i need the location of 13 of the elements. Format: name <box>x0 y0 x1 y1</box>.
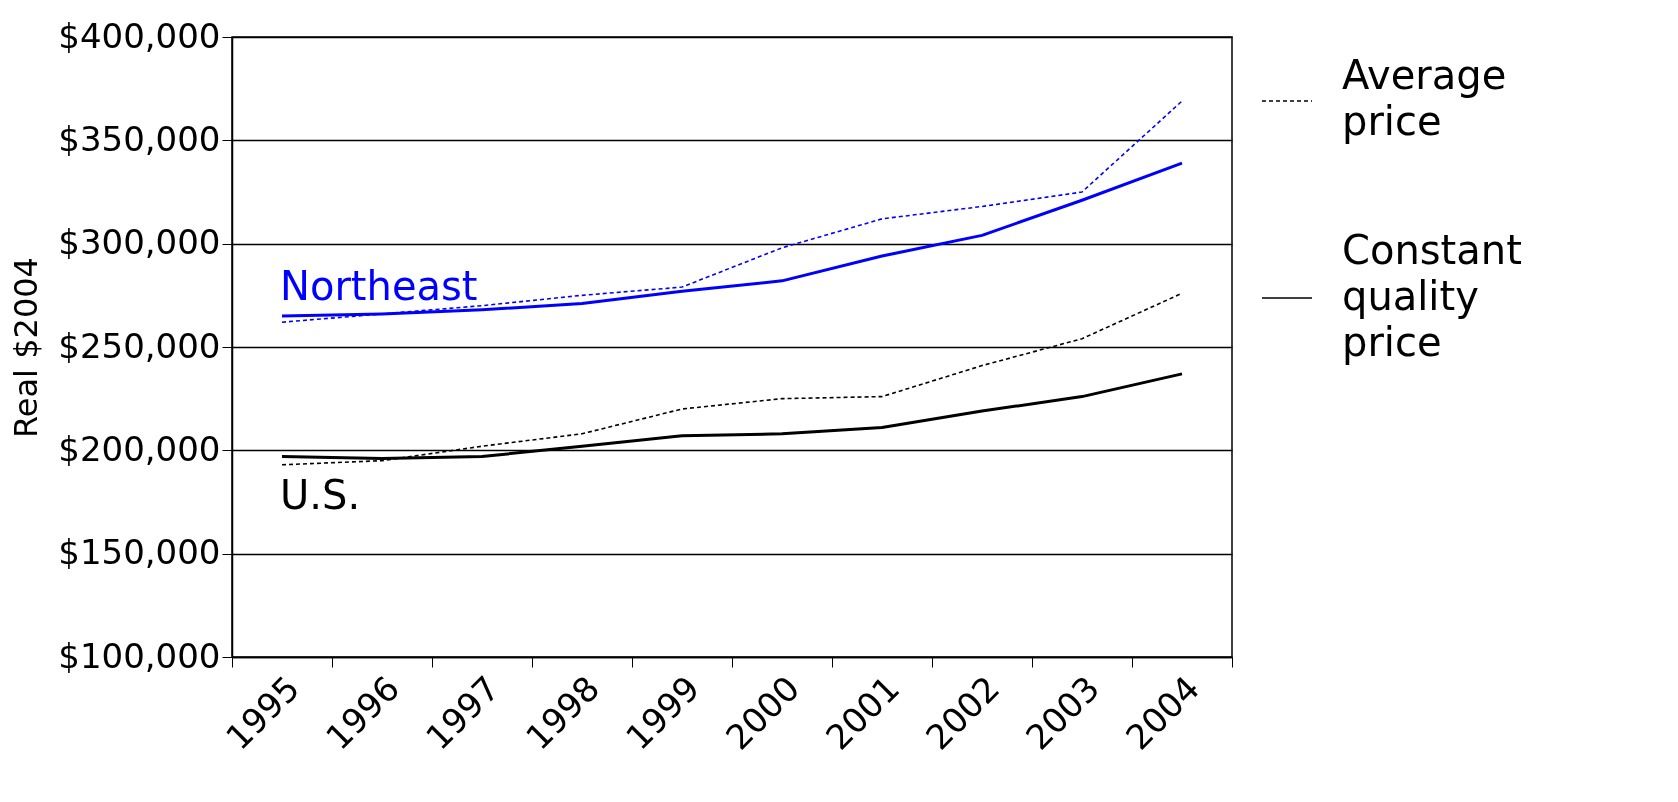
y-tick-label: $250,000 <box>58 325 221 366</box>
annotation: Northeast <box>280 263 478 309</box>
y-tick-label: $300,000 <box>58 222 221 263</box>
y-tick-label: $100,000 <box>58 635 221 676</box>
text: Average price <box>1342 52 1507 144</box>
y-tick-label: $350,000 <box>58 118 221 159</box>
annotation: U.S. <box>280 471 361 518</box>
text: Constant quality price <box>1342 227 1522 365</box>
y-tick-label: $200,000 <box>58 428 221 469</box>
y-tick-label: $400,000 <box>58 15 221 56</box>
y-tick-label: $150,000 <box>58 532 221 573</box>
line-series <box>281 100 1183 323</box>
y-axis-title: Real $2004 <box>7 257 46 438</box>
